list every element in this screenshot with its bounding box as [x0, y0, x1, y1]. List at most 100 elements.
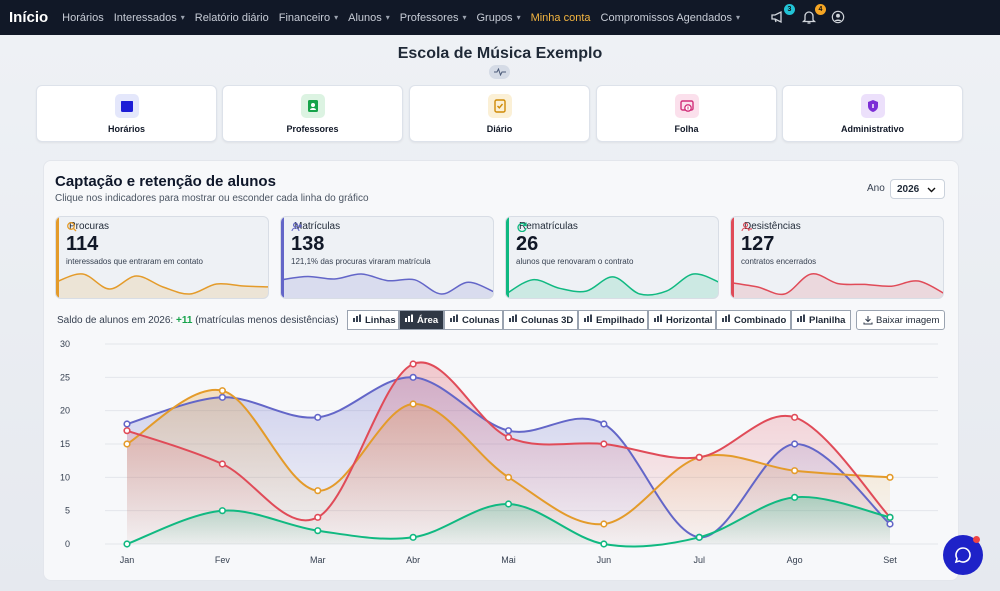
panel-subtitle: Clique nos indicadores para mostrar ou e…: [55, 193, 369, 204]
caret-down-icon: ▾: [516, 13, 521, 22]
data-point-matriculas: [314, 413, 322, 421]
data-point-rematriculas: [218, 507, 226, 515]
quick-card-professores[interactable]: Professores: [222, 85, 403, 142]
quick-card-administrativo[interactable]: Administrativo: [782, 85, 963, 142]
chart-type-colunas[interactable]: Colunas: [444, 310, 503, 330]
kpi-card-matriculas[interactable]: Matrículas 138 121,1% das procuras viraram…: [280, 216, 494, 299]
kpi-description: alunos que renovaram o contrato: [516, 257, 634, 266]
kpi-card-rematriculas[interactable]: Rematrículas 26 alunos que renovaram o con…: [505, 216, 719, 299]
caret-down-icon: ▾: [462, 13, 467, 22]
sparkline-line: [56, 273, 268, 295]
data-point-matriculas: [791, 440, 799, 448]
kpi-label: Desistências: [744, 221, 801, 232]
quick-card-label: Horários: [107, 124, 145, 134]
data-point-desistencias: [504, 433, 513, 441]
x-tick-label: Mar: [310, 555, 326, 565]
saldo-prefix: Saldo de alunos em 2026:: [57, 315, 174, 326]
nav-item-alunos[interactable]: Alunos ▾: [348, 12, 390, 24]
kpi-value: 138: [291, 233, 325, 255]
combined-chart-icon: [721, 314, 731, 326]
announcement-icon[interactable]: 3: [770, 4, 795, 27]
journal-icon: [487, 94, 512, 118]
data-point-rematriculas: [123, 540, 131, 548]
y-tick-label: 0: [65, 539, 70, 549]
data-point-rematriculas: [504, 500, 513, 508]
teacher-icon: [300, 94, 325, 118]
chart-type-empilhado[interactable]: Empilhado: [578, 310, 648, 330]
nav-item-professores[interactable]: Professores ▾: [400, 12, 467, 24]
sparkline-area: [56, 273, 268, 298]
chart-type-linhas[interactable]: Linhas: [347, 310, 399, 330]
download-icon: [863, 316, 873, 325]
shield-icon: [860, 94, 885, 118]
kpi-color-bar: [506, 217, 509, 298]
kpi-card-desistencias[interactable]: Desistências 127 contratos encerrados: [730, 216, 944, 299]
kpi-value: 114: [66, 233, 99, 255]
nav-item-relatorio-diario[interactable]: Relatório diário: [195, 12, 269, 24]
nav-brand-inicio[interactable]: Início: [9, 9, 49, 26]
data-point-procuras: [314, 487, 322, 495]
sparkline-area: [281, 273, 493, 298]
caret-down-icon: ▾: [385, 13, 390, 22]
nav-item-label: Compromissos Agendados: [600, 11, 732, 24]
nav-item-financeiro[interactable]: Financeiro ▾: [279, 12, 338, 24]
data-point-desistencias: [314, 513, 322, 521]
x-tick-label: Jul: [693, 555, 705, 565]
quick-card-label: Folha: [674, 124, 699, 134]
nav-item-interessados[interactable]: Interessados ▾: [114, 12, 185, 24]
y-tick-label: 10: [60, 472, 70, 482]
user-account-icon[interactable]: [831, 7, 851, 27]
x-tick-label: Mai: [501, 555, 516, 565]
kpi-label: Procuras: [69, 221, 110, 232]
series-line-procuras: [126, 388, 891, 526]
x-tick-label: Abr: [406, 555, 420, 565]
page-title: Escola de Música Exemplo: [397, 45, 603, 62]
nav-item-label: Relatório diário: [194, 11, 269, 24]
sparkline-area: [731, 273, 943, 298]
payroll-icon: [674, 94, 699, 118]
nav-item-compromissos-agendados[interactable]: Compromissos Agendados ▾: [601, 12, 740, 24]
chart-type-label: Colunas: [462, 314, 500, 326]
nav-item-grupos[interactable]: Grupos ▾: [476, 12, 520, 24]
data-point-procuras: [409, 400, 417, 408]
kpi-label: Matrículas: [294, 221, 341, 232]
chart-type-horizontal[interactable]: Horizontal: [648, 310, 716, 330]
quick-card-horarios[interactable]: Horários: [36, 85, 217, 142]
chart-type-area[interactable]: Área: [399, 310, 444, 330]
chart-type-planilha[interactable]: Planilha: [791, 310, 851, 330]
data-point-desistencias: [409, 360, 417, 368]
download-label: Baixar imagem: [876, 314, 940, 326]
announcement-badge: 3: [784, 4, 795, 15]
year-select-value: 2026: [897, 183, 920, 195]
year-select[interactable]: 2026: [890, 179, 945, 199]
bell-icon[interactable]: 4: [801, 4, 826, 27]
x-tick-label: Ago: [787, 555, 803, 565]
nav-item-horarios[interactable]: Horários: [62, 12, 104, 24]
y-tick-label: 30: [60, 339, 70, 349]
saldo-suffix: (matrículas menos desistências): [195, 315, 339, 326]
y-tick-label: 25: [60, 372, 70, 382]
kpi-sparkline: [281, 273, 493, 298]
quick-card-diario[interactable]: Diário: [409, 85, 590, 142]
kpi-color-bar: [281, 217, 284, 298]
kpi-color-bar: [56, 217, 59, 298]
kpi-sparkline: [731, 273, 943, 298]
data-point-desistencias: [600, 440, 608, 448]
area-chart: 0 5 10 15 20 25 30 Jan Fev Mar Abr Mai Jun Jul Ago Set: [60, 339, 938, 565]
chart-type-combinado[interactable]: Combinado: [716, 310, 791, 330]
data-point-desistencias: [695, 453, 703, 461]
nav-item-minha-conta[interactable]: Minha conta: [531, 12, 591, 24]
chat-button[interactable]: [943, 535, 983, 575]
horizontal-bars-icon: [653, 314, 663, 326]
data-point-matriculas: [886, 520, 894, 528]
data-point-rematriculas: [695, 533, 703, 541]
data-point-desistencias: [791, 413, 799, 421]
caret-down-icon: ▾: [735, 13, 740, 22]
kpi-card-procuras[interactable]: Procuras 114 interessados que entraram em …: [55, 216, 269, 299]
chart-type-label: Planilha: [809, 314, 846, 326]
quick-card-folha[interactable]: Folha: [596, 85, 777, 142]
chat-notification-dot: [973, 536, 980, 543]
download-image-button[interactable]: Baixar imagem: [856, 310, 945, 330]
activity-toggle[interactable]: [489, 65, 510, 79]
chart-type-colunas-3d[interactable]: Colunas 3D: [503, 310, 578, 330]
